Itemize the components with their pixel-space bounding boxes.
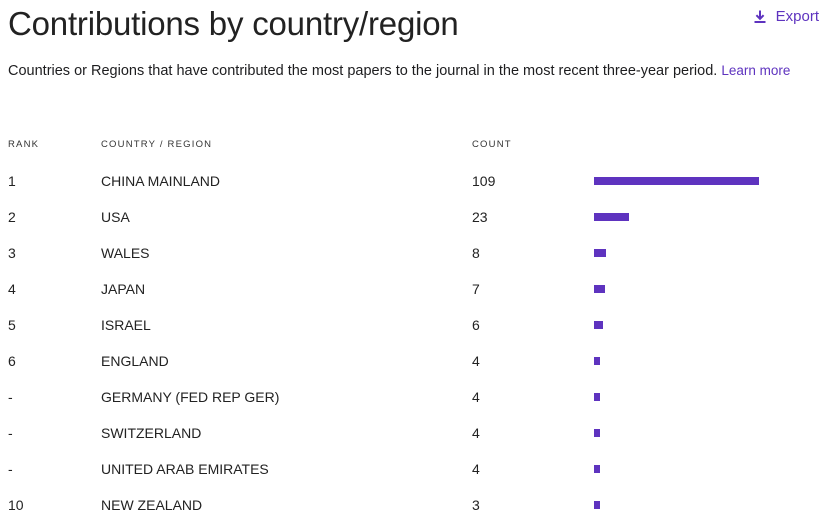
country-cell: WALES	[101, 245, 150, 261]
count-bar	[594, 285, 605, 293]
table-row: 10 NEW ZEALAND 3	[0, 487, 823, 523]
count-bar	[594, 501, 600, 509]
column-header-count: COUNT	[472, 139, 512, 150]
table-row: 4 JAPAN 7	[0, 271, 823, 307]
rank-cell: 3	[8, 245, 16, 261]
description-text: Countries or Regions that have contribut…	[8, 63, 718, 79]
rank-cell: -	[8, 425, 13, 441]
count-bar	[594, 249, 606, 257]
country-cell: NEW ZEALAND	[101, 497, 203, 513]
count-cell: 109	[472, 173, 496, 189]
table-row: 5 ISRAEL 6	[0, 307, 823, 343]
table-row: 3 WALES 8	[0, 235, 823, 271]
count-cell: 3	[472, 497, 480, 513]
country-cell: ENGLAND	[101, 353, 169, 369]
table-row: 2 USA 23	[0, 199, 823, 235]
table-row: 6 ENGLAND 4	[0, 343, 823, 379]
count-cell: 7	[472, 281, 480, 297]
country-cell: JAPAN	[101, 281, 146, 297]
count-bar	[594, 321, 603, 329]
table-row: - SWITZERLAND 4	[0, 415, 823, 451]
rank-cell: 2	[8, 209, 16, 225]
count-bar	[594, 177, 759, 185]
count-bar	[594, 357, 600, 365]
count-cell: 4	[472, 425, 480, 441]
count-bar	[594, 393, 600, 401]
table-row: - UNITED ARAB EMIRATES 4	[0, 451, 823, 487]
count-cell: 23	[472, 209, 488, 225]
column-header-rank: RANK	[8, 139, 40, 150]
export-label: Export	[775, 8, 819, 25]
count-cell: 6	[472, 317, 480, 333]
rank-cell: 10	[8, 497, 24, 513]
country-cell: GERMANY (FED REP GER)	[101, 389, 280, 405]
country-cell: USA	[101, 209, 130, 225]
count-bar	[594, 213, 629, 221]
count-cell: 4	[472, 353, 480, 369]
country-cell: SWITZERLAND	[101, 425, 202, 441]
count-cell: 4	[472, 461, 480, 477]
column-header-country: COUNTRY / REGION	[101, 139, 213, 150]
description: Countries or Regions that have contribut…	[8, 59, 813, 83]
table-row: 1 CHINA MAINLAND 109	[0, 163, 823, 199]
count-bar	[594, 429, 600, 437]
learn-more-link[interactable]: Learn more	[721, 63, 791, 78]
country-cell: ISRAEL	[101, 317, 151, 333]
country-cell: UNITED ARAB EMIRATES	[101, 461, 269, 477]
count-bar	[594, 465, 600, 473]
table-row: - GERMANY (FED REP GER) 4	[0, 379, 823, 415]
rank-cell: -	[8, 389, 13, 405]
rank-cell: 5	[8, 317, 16, 333]
count-cell: 8	[472, 245, 480, 261]
count-cell: 4	[472, 389, 480, 405]
rank-cell: -	[8, 461, 13, 477]
export-button[interactable]: Export	[754, 8, 819, 25]
country-cell: CHINA MAINLAND	[101, 173, 221, 189]
rank-cell: 4	[8, 281, 16, 297]
page-title: Contributions by country/region	[8, 5, 459, 42]
rank-cell: 1	[8, 173, 16, 189]
rank-cell: 6	[8, 353, 16, 369]
download-icon	[754, 10, 766, 23]
